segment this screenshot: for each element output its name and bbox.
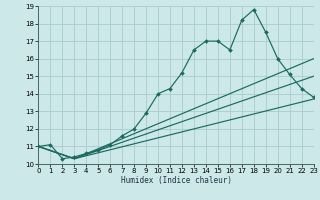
X-axis label: Humidex (Indice chaleur): Humidex (Indice chaleur) <box>121 176 231 185</box>
